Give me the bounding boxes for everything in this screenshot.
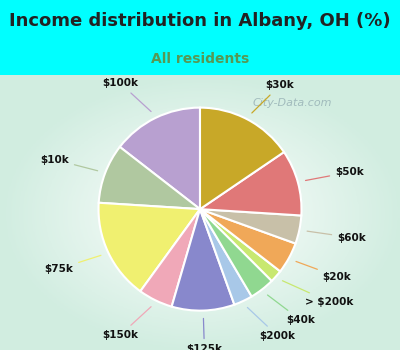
Text: $125k: $125k (186, 318, 222, 350)
Text: > $200k: > $200k (282, 281, 354, 307)
Text: $30k: $30k (252, 80, 294, 113)
Text: $60k: $60k (307, 231, 366, 243)
Text: $50k: $50k (306, 167, 364, 181)
Text: $20k: $20k (296, 261, 352, 282)
Wedge shape (200, 209, 280, 281)
Wedge shape (200, 209, 252, 304)
Wedge shape (98, 203, 200, 291)
Wedge shape (140, 209, 200, 307)
Text: $75k: $75k (44, 256, 101, 274)
Wedge shape (172, 209, 234, 310)
Text: City-Data.com: City-Data.com (252, 98, 332, 108)
Wedge shape (120, 107, 200, 209)
Wedge shape (99, 147, 200, 209)
Wedge shape (200, 209, 296, 271)
Text: $10k: $10k (40, 155, 98, 171)
Text: $200k: $200k (248, 307, 296, 341)
Text: $100k: $100k (102, 78, 151, 112)
Text: $150k: $150k (102, 307, 151, 340)
Text: All residents: All residents (151, 52, 249, 66)
Text: Income distribution in Albany, OH (%): Income distribution in Albany, OH (%) (9, 12, 391, 30)
Wedge shape (200, 152, 302, 216)
Wedge shape (200, 209, 301, 244)
Wedge shape (200, 107, 284, 209)
Wedge shape (200, 209, 272, 296)
Text: $40k: $40k (268, 295, 315, 325)
